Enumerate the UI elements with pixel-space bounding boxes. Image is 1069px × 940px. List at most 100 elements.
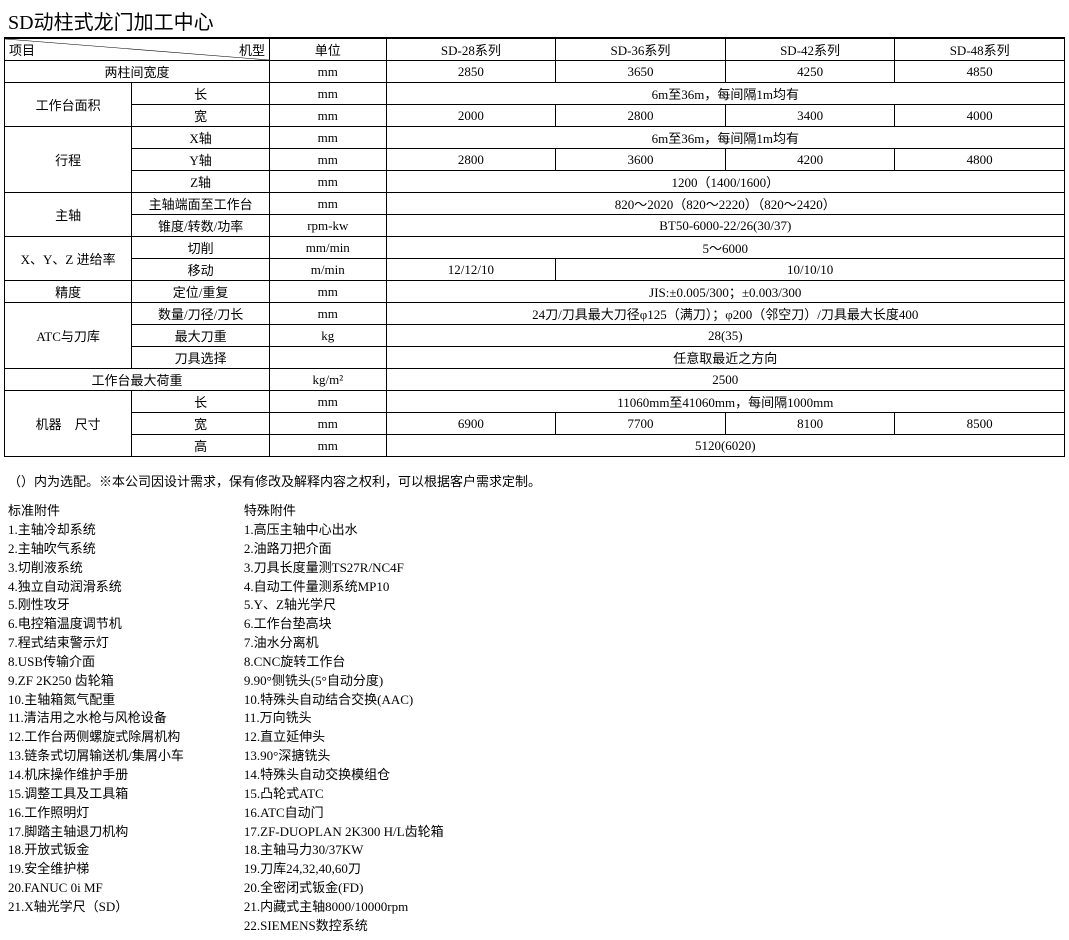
list-item: 19.安全维护梯	[8, 860, 184, 879]
row-value: 3600	[556, 149, 726, 171]
list-item: 6.电控箱温度调节机	[8, 615, 184, 634]
list-item: 20.全密闭式钣金(FD)	[244, 879, 444, 898]
table-row: 机器 尺寸长mm11060mm至41060mm，每间隔1000mm	[5, 391, 1065, 413]
list-item: 21.内藏式主轴8000/10000rpm	[244, 898, 444, 917]
row-value: 4200	[725, 149, 895, 171]
row-group-label: X、Y、Z 进给率	[5, 237, 132, 281]
header-series-0: SD-28系列	[386, 39, 556, 61]
row-unit: mm	[269, 61, 386, 83]
list-item: 6.工作台垫高块	[244, 615, 444, 634]
list-item: 16.ATC自动门	[244, 804, 444, 823]
table-row: 主轴主轴端面至工作台mm820～2020（820～2220）（820～2420）	[5, 193, 1065, 215]
list-item: 19.刀库24,32,40,60刀	[244, 860, 444, 879]
row-group-label: 两柱间宽度	[5, 61, 270, 83]
table-row: 工作台最大荷重kg/m²2500	[5, 369, 1065, 391]
header-series-1: SD-36系列	[556, 39, 726, 61]
row-sub-label: 高	[132, 435, 270, 457]
table-row: 最大刀重kg28(35)	[5, 325, 1065, 347]
row-unit: kg	[269, 325, 386, 347]
header-project-model-cell: 项目机型	[5, 39, 270, 61]
row-value: 4000	[895, 105, 1065, 127]
list-item: 10.主轴箱氮气配重	[8, 691, 184, 710]
row-value: 4800	[895, 149, 1065, 171]
list-item: 15.调整工具及工具箱	[8, 785, 184, 804]
row-unit: mm	[269, 391, 386, 413]
list-item: 18.开放式钣金	[8, 841, 184, 860]
row-value: 2800	[556, 105, 726, 127]
row-sub-label: X轴	[132, 127, 270, 149]
list-item: 17.ZF-DUOPLAN 2K300 H/L齿轮箱	[244, 823, 444, 842]
row-unit: mm	[269, 83, 386, 105]
table-row: Z轴mm1200（1400/1600）	[5, 171, 1065, 193]
list-item: 11.清洁用之水枪与风枪设备	[8, 709, 184, 728]
row-unit: mm/min	[269, 237, 386, 259]
list-item: 2.主轴吹气系统	[8, 540, 184, 559]
row-group-label: 行程	[5, 127, 132, 193]
table-row: 两柱间宽度mm2850365042504850	[5, 61, 1065, 83]
row-unit: mm	[269, 303, 386, 325]
table-row: 锥度/转数/功率rpm-kwBT50-6000-22/26(30/37)	[5, 215, 1065, 237]
row-value: 2850	[386, 61, 556, 83]
row-unit: m/min	[269, 259, 386, 281]
row-value-merged: 6m至36m，每间隔1m均有	[386, 127, 1064, 149]
row-sub-label: 长	[132, 83, 270, 105]
list-item: 3.切削液系统	[8, 559, 184, 578]
row-value-merged: 24刀/刀具最大刀径φ125（满刀）；φ200（邻空刀）/刀具最大长度400	[386, 303, 1064, 325]
row-value: 4250	[725, 61, 895, 83]
list-item: 3.刀具长度量测TS27R/NC4F	[244, 559, 444, 578]
row-value-merged: 10/10/10	[556, 259, 1065, 281]
row-value: 8100	[725, 413, 895, 435]
table-row: 宽mm2000280034004000	[5, 105, 1065, 127]
row-sub-label: 移动	[132, 259, 270, 281]
row-sub-label: 宽	[132, 105, 270, 127]
row-sub-label: 切削	[132, 237, 270, 259]
row-unit: mm	[269, 281, 386, 303]
list-item: 18.主轴马力30/37KW	[244, 841, 444, 860]
table-row: 高mm5120(6020)	[5, 435, 1065, 457]
table-row: 精度定位/重复mmJIS:±0.005/300；±0.003/300	[5, 281, 1065, 303]
table-row: 工作台面积长mm6m至36m，每间隔1m均有	[5, 83, 1065, 105]
table-row: Y轴mm2800360042004800	[5, 149, 1065, 171]
row-group-label: 工作台面积	[5, 83, 132, 127]
row-group-label: 工作台最大荷重	[5, 369, 270, 391]
row-group-label: 精度	[5, 281, 132, 303]
row-group-label: 机器 尺寸	[5, 391, 132, 457]
list-item: 1.主轴冷却系统	[8, 521, 184, 540]
row-sub-label: 刀具选择	[132, 347, 270, 369]
list-item: 5.刚性攻牙	[8, 596, 184, 615]
list-item: 14.机床操作维护手册	[8, 766, 184, 785]
list-item: 17.脚踏主轴退刀机构	[8, 823, 184, 842]
row-value: 4850	[895, 61, 1065, 83]
row-value: 7700	[556, 413, 726, 435]
row-unit: rpm-kw	[269, 215, 386, 237]
list-item: 2.油路刀把介面	[244, 540, 444, 559]
row-value-merged: JIS:±0.005/300；±0.003/300	[386, 281, 1064, 303]
list-item: 5.Y、Z轴光学尺	[244, 596, 444, 615]
accessories-section: 标准附件 1.主轴冷却系统2.主轴吹气系统3.切削液系统4.独立自动润滑系统5.…	[4, 500, 1065, 936]
row-sub-label: 长	[132, 391, 270, 413]
table-row: 行程X轴mm6m至36m，每间隔1m均有	[5, 127, 1065, 149]
special-accessories-title: 特殊附件	[244, 500, 444, 519]
row-value: 3400	[725, 105, 895, 127]
row-sub-label: 定位/重复	[132, 281, 270, 303]
list-item: 13.链条式切屑输送机/集屑小车	[8, 747, 184, 766]
row-value: 3650	[556, 61, 726, 83]
list-item: 7.油水分离机	[244, 634, 444, 653]
header-series-3: SD-48系列	[895, 39, 1065, 61]
table-row: 宽mm6900770081008500	[5, 413, 1065, 435]
list-item: 14.特殊头自动交换模组仓	[244, 766, 444, 785]
row-group-label: ATC与刀库	[5, 303, 132, 369]
row-unit: mm	[269, 105, 386, 127]
list-item: 20.FANUC 0i MF	[8, 879, 184, 898]
list-item: 15.凸轮式ATC	[244, 785, 444, 804]
list-item: 4.独立自动润滑系统	[8, 578, 184, 597]
row-sub-label: 数量/刀径/刀长	[132, 303, 270, 325]
list-item: 10.特殊头自动结合交换(AAC)	[244, 691, 444, 710]
standard-accessories-title: 标准附件	[8, 500, 184, 519]
footnote: （）内为选配。※本公司因设计需求，保有修改及解释内容之权利，可以根据客户需求定制…	[4, 457, 1065, 500]
list-item: 11.万向铣头	[244, 709, 444, 728]
row-value-merged: BT50-6000-22/26(30/37)	[386, 215, 1064, 237]
header-unit-label: 单位	[269, 39, 386, 61]
table-row: 移动m/min12/12/1010/10/10	[5, 259, 1065, 281]
row-value-merged: 1200（1400/1600）	[386, 171, 1064, 193]
